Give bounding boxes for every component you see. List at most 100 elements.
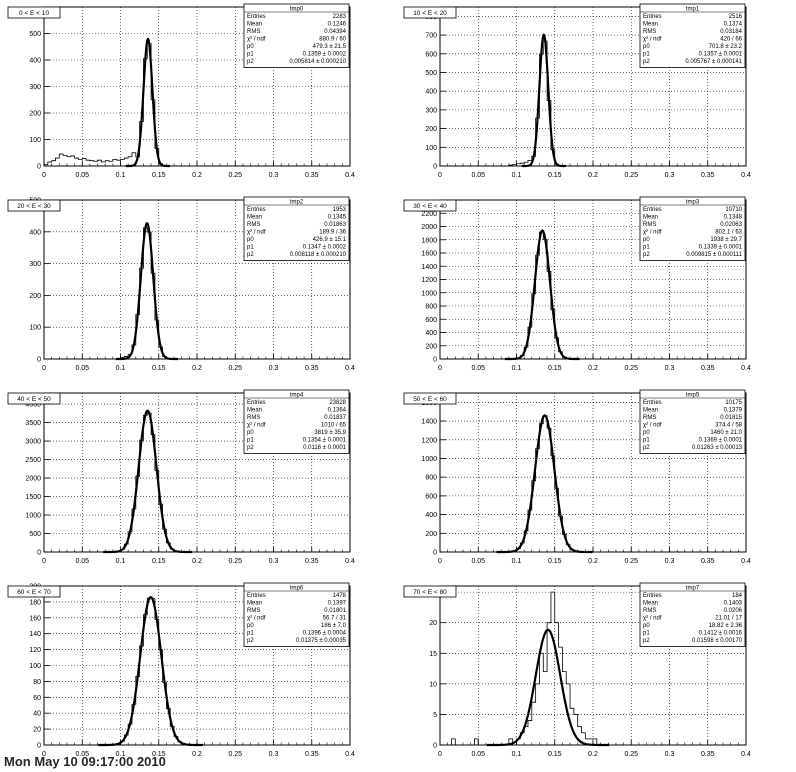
x-tick-label: 0.2: [588, 365, 598, 372]
y-tick-label: 0: [37, 743, 41, 750]
panel-title-text: 70 < E < 80: [413, 589, 447, 596]
stats-label-chi2: χ² / ndf: [247, 423, 266, 429]
stats-value-rms: 0.04394: [324, 29, 346, 35]
gaussian-fit-curve: [125, 37, 170, 168]
y-tick-label: 0: [37, 164, 41, 171]
footer-timestamp: Mon May 10 09:17:00 2010: [4, 754, 166, 769]
panel-title-box: [403, 6, 457, 19]
histogram-panel: 0 0.05 0.1 0.15 0.2 0.25 0.3 0.35 0.4 0 100 200 300 4…: [7, 3, 355, 179]
x-tick-label: 0.1: [116, 751, 126, 758]
y-tick-label: 100: [29, 325, 41, 332]
y-tick-label: 1200: [421, 437, 437, 444]
stats-value-rms: 0.02063: [720, 222, 742, 228]
stats-value-mean: 0.1379: [724, 408, 743, 414]
stats-value-mean: 0.1364: [328, 408, 347, 414]
gaussian-fit-curve: [496, 414, 593, 554]
y-tick-label: 4000: [25, 402, 41, 409]
stats-value-chi2: 1010 / 65: [321, 423, 347, 429]
x-tick-label: 0.4: [345, 558, 355, 565]
stats-label-rms: RMS: [643, 222, 656, 228]
stats-value-entries: 1953: [333, 207, 347, 213]
x-tick-label: 0.1: [512, 172, 522, 179]
stats-box-frame: [243, 3, 350, 68]
panel-title-box: [7, 585, 61, 598]
stats-label-entries: Entries: [643, 400, 662, 406]
y-tick-label: 140: [29, 631, 41, 638]
stats-box-frame: [243, 389, 350, 454]
y-tick-label: 400: [29, 58, 41, 65]
y-tick-label: 800: [425, 475, 437, 482]
stats-label-p1: p1: [247, 52, 254, 58]
stats-value-rms: 0.01863: [324, 222, 346, 228]
x-tick-label: 0.25: [228, 751, 242, 758]
x-tick-label: 0.15: [152, 751, 166, 758]
stats-value-entries: 2283: [333, 14, 347, 20]
y-tick-label: 3500: [25, 420, 41, 427]
panel-title-box: [7, 6, 61, 19]
y-tick-label: 0: [433, 357, 437, 364]
x-tick-label: 0.3: [269, 751, 279, 758]
stats-box-frame: [639, 196, 746, 261]
stats-label-p2: p2: [247, 59, 254, 65]
stats-box-frame: [243, 196, 350, 261]
x-tick-label: 0.2: [192, 751, 202, 758]
stats-label-p0: p0: [643, 44, 650, 50]
y-tick-label: 0: [433, 743, 437, 750]
y-tick-label: 200: [29, 293, 41, 300]
stats-value-p0: 1460 ± 21.0: [710, 430, 742, 436]
stats-label-p0: p0: [247, 237, 254, 243]
panel-title-text: 40 < E < 50: [17, 396, 51, 403]
x-tick-label: 0.15: [548, 365, 562, 372]
y-tick-label: 1000: [25, 513, 41, 520]
panel-title: 10 < E < 20: [403, 6, 457, 19]
panel-title: 50 < E < 60: [403, 392, 457, 405]
stats-box: tmp2 Entries 1953 Mean 0.1345 RMS 0.01863 χ² / …: [243, 196, 350, 261]
x-tick-label: 0.25: [624, 558, 638, 565]
x-tick-label: 0: [42, 558, 46, 565]
stats-box: tmp7 Entries 184 Mean 0.1403 RMS 0.0206 χ² / nd…: [639, 582, 746, 647]
x-tick-label: 0.3: [665, 751, 675, 758]
stats-label-mean: Mean: [247, 215, 262, 221]
stats-value-mean: 0.1345: [328, 215, 347, 221]
x-tick-label: 0: [42, 751, 46, 758]
stats-label-p0: p0: [247, 623, 254, 629]
x-tick-label: 0.2: [192, 558, 202, 565]
x-tick-label: 0.1: [116, 172, 126, 179]
x-tick-label: 0.2: [192, 172, 202, 179]
x-tick-label: 0.35: [305, 558, 319, 565]
y-tick-label: 200: [29, 111, 41, 118]
x-tick-label: 0: [42, 365, 46, 372]
x-tick-label: 0.05: [471, 172, 485, 179]
x-tick-label: 0.1: [116, 365, 126, 372]
stats-label-p2: p2: [643, 638, 650, 644]
x-tick-label: 0: [42, 172, 46, 179]
x-tick-label: 0.05: [75, 365, 89, 372]
stats-label-p1: p1: [643, 631, 650, 637]
stats-box-frame: [243, 582, 350, 647]
stats-label-rms: RMS: [247, 415, 260, 421]
x-tick-label: 0.15: [152, 172, 166, 179]
panel-title: 70 < E < 80: [403, 585, 457, 598]
y-tick-label: 1600: [421, 251, 437, 258]
stats-value-p0: 479.3 ± 21.5: [313, 44, 347, 50]
gaussian-fit-curve: [486, 628, 610, 747]
x-tick-label: 0.2: [588, 172, 598, 179]
y-tick-label: 40: [33, 711, 41, 718]
stats-value-p1: 0.1396 ± 0.0004: [303, 631, 347, 637]
stats-value-p1: 0.1347 ± 0.0002: [303, 245, 347, 251]
stats-label-entries: Entries: [247, 400, 266, 406]
x-tick-label: 0.05: [471, 558, 485, 565]
x-tick-label: 0: [438, 558, 442, 565]
stats-value-p2: 0.0116 ± 0.0001: [303, 445, 347, 451]
stats-value-p1: 0.1357 ± 0.0001: [699, 52, 743, 58]
x-tick-label: 0.25: [624, 365, 638, 372]
y-tick-label: 500: [29, 531, 41, 538]
x-tick-label: 0.25: [624, 751, 638, 758]
y-tick-label: 2000: [25, 476, 41, 483]
histogram-panel: 00.050.10.150.20.250.30.350.405101520257…: [403, 582, 751, 758]
y-tick-label: 1400: [421, 419, 437, 426]
stats-value-chi2: 802.1 / 63: [715, 230, 742, 236]
stats-value-p1: 0.1412 ± 0.0016: [699, 631, 743, 637]
stats-label-entries: Entries: [247, 14, 266, 20]
gaussian-fit-curve: [98, 595, 203, 747]
